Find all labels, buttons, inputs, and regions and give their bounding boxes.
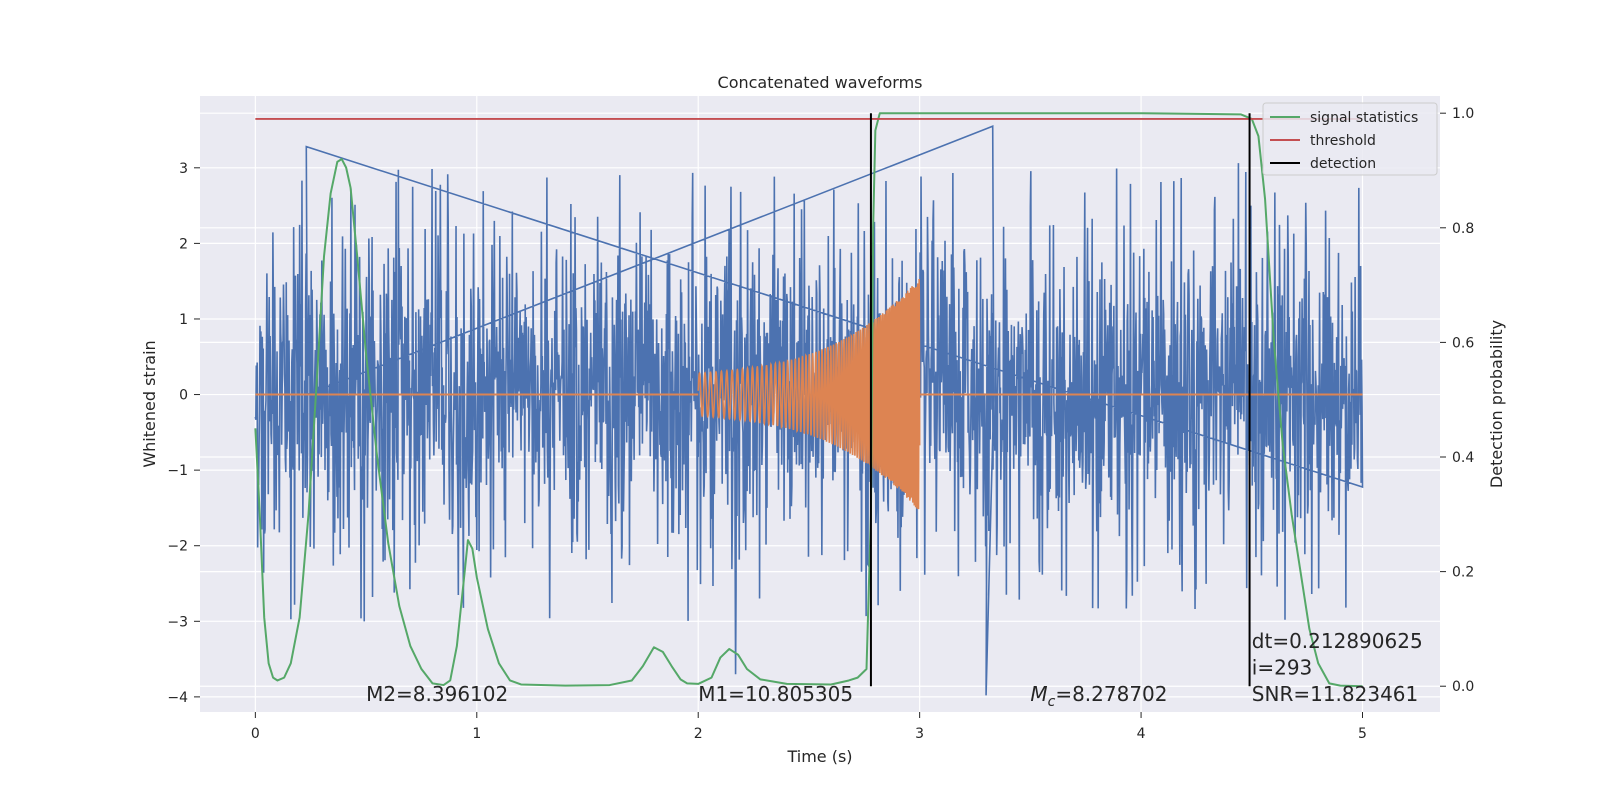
annotation-text: Mc=8.278702	[1030, 682, 1167, 710]
y-tick-label-left: 0	[179, 388, 188, 404]
x-axis-label: Time (s)	[786, 747, 852, 766]
chart-title: Concatenated waveforms	[718, 73, 923, 92]
legend-box	[1262, 102, 1438, 176]
y-tick-label-right: 0.6	[1452, 335, 1474, 351]
y-tick-label-left: 2	[179, 236, 188, 252]
y-tick-label-right: 1.0	[1452, 106, 1474, 122]
y-axis-label-left: Whitened strain	[140, 340, 159, 467]
annotation-text: M2=8.396102	[366, 682, 508, 706]
legend-label: threshold	[1310, 133, 1376, 149]
x-tick-label: 4	[1137, 726, 1146, 742]
legend: signal statistics threshold detection	[1262, 102, 1438, 176]
annotation-text: M1=10.805305	[698, 682, 853, 706]
y-tick-label-right: 0.4	[1452, 450, 1474, 466]
axis-layer: 0 1 2 3 4 5 −4 −3 −2 −1 0 1 2 3 0.0 0.2 0.4 0.6 0.8 1.0	[167, 106, 1474, 742]
y-tick-label-left: −4	[167, 690, 188, 706]
annotation-rest: =8.278702	[1055, 682, 1167, 706]
annotation-subscript: c	[1048, 694, 1056, 710]
x-tick-label: 0	[251, 726, 260, 742]
annotation-text: i=293	[1252, 655, 1313, 679]
legend-label: detection	[1310, 156, 1376, 172]
y-tick-label-left: 3	[179, 161, 188, 177]
template-chirp-line	[697, 278, 921, 510]
y-tick-label-left: −3	[167, 614, 188, 630]
annotation-italic: M	[1030, 682, 1047, 706]
series-layer	[254, 112, 1364, 696]
y-tick-label-right: 0.0	[1452, 679, 1474, 695]
y-tick-label-right: 0.8	[1452, 221, 1474, 237]
y-tick-label-left: 1	[179, 312, 188, 328]
annotation-text: SNR=11.823461	[1252, 682, 1418, 706]
x-tick-label: 3	[915, 726, 924, 742]
x-tick-label: 5	[1358, 726, 1367, 742]
y-tick-label-right: 0.2	[1452, 565, 1474, 581]
legend-label: signal statistics	[1310, 110, 1418, 126]
y-axis-label-right: Detection probability	[1487, 320, 1506, 488]
x-tick-label: 1	[472, 726, 481, 742]
x-tick-label: 2	[694, 726, 703, 742]
signal-statistics-line	[254, 112, 1363, 688]
annotation-text: dt=0.212890625	[1252, 629, 1423, 653]
annotations: M2=8.396102 M1=10.805305 Mc=8.278702 SNR=11…	[366, 629, 1423, 710]
y-tick-label-left: −2	[167, 539, 188, 555]
y-tick-label-left: −1	[167, 463, 188, 479]
